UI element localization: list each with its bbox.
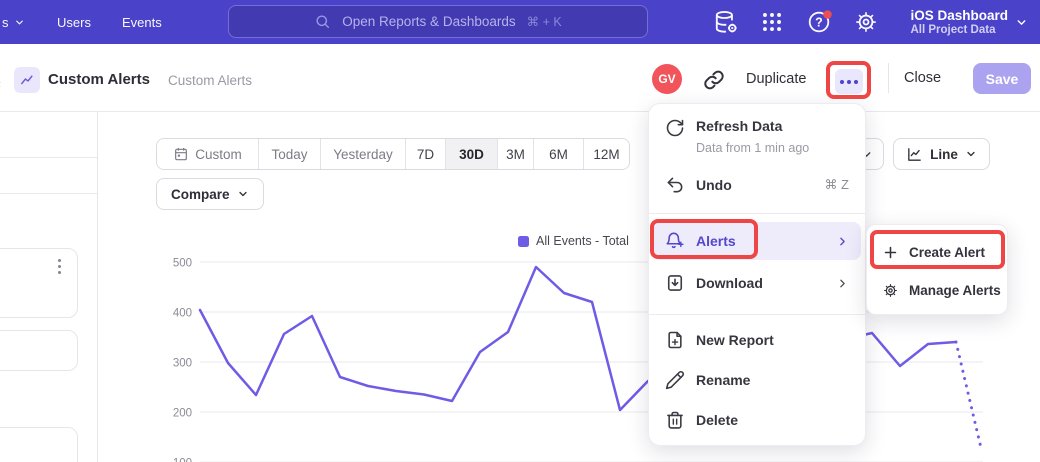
save-button[interactable]: Save (973, 63, 1031, 94)
chevron-right-icon (836, 277, 849, 290)
range-custom[interactable]: Custom (157, 139, 259, 169)
legend-swatch (518, 236, 529, 247)
duplicate-button[interactable]: Duplicate (746, 71, 806, 87)
menu-item-download[interactable]: Download (649, 264, 865, 302)
submenu-item-manage-alerts[interactable]: Manage Alerts (867, 275, 1007, 305)
left-rail (0, 112, 98, 462)
pencil-icon (665, 370, 685, 390)
search-icon (314, 13, 331, 30)
svg-text:200: 200 (173, 408, 192, 420)
menu-item-refresh-sublabel: Data from 1 min ago (696, 141, 809, 155)
alerts-submenu: Create Alert Manage Alerts (866, 224, 1008, 315)
project-switcher[interactable]: iOS Dashboard All Project Data (910, 3, 1028, 41)
legend-label: All Events - Total (536, 234, 629, 248)
plus-icon (882, 244, 899, 261)
page-title: Custom Alerts (48, 71, 150, 88)
submenu-item-create-alert[interactable]: Create Alert (867, 237, 1007, 267)
more-options-button[interactable] (835, 69, 863, 94)
nav-item-events[interactable]: Events (122, 0, 162, 44)
undo-shortcut: ⌘ Z (824, 177, 849, 193)
range-3m[interactable]: 3M (498, 139, 534, 169)
rail-divider (0, 193, 98, 194)
collapse-sidebar-icon[interactable]: ‹ (0, 77, 1, 91)
nav-item-truncated[interactable]: s (2, 0, 25, 44)
search-placeholder: Open Reports & Dashboards (342, 14, 515, 29)
context-menu: Refresh Data Data from 1 min ago Undo ⌘ … (648, 103, 866, 446)
project-scope: All Project Data (910, 24, 1008, 37)
search-shortcut: ⌘ + K (527, 14, 562, 29)
menu-item-rename[interactable]: Rename (649, 360, 865, 400)
chevron-down-icon (14, 17, 25, 28)
kebab-menu-icon[interactable] (58, 259, 61, 274)
project-name: iOS Dashboard (910, 8, 1008, 24)
svg-text:300: 300 (173, 358, 192, 370)
svg-text:100: 100 (173, 458, 192, 462)
apps-grid-icon[interactable] (759, 9, 785, 35)
rail-card[interactable] (0, 427, 78, 462)
svg-text:?: ? (815, 16, 823, 30)
chart-legend: All Events - Total (518, 234, 629, 248)
gear-icon (882, 282, 899, 299)
menu-divider (649, 314, 865, 315)
bell-plus-icon (665, 231, 685, 251)
close-button[interactable]: Close (904, 70, 941, 86)
download-icon (665, 273, 685, 293)
menu-item-new-report[interactable]: New Report (649, 320, 865, 360)
line-chart-icon (906, 146, 923, 163)
compare-button[interactable]: Compare (156, 178, 264, 210)
breadcrumb: Custom Alerts (168, 73, 252, 88)
share-link-icon[interactable] (702, 68, 726, 92)
help-icon[interactable]: ? (806, 8, 834, 36)
settings-gear-icon[interactable] (853, 9, 879, 35)
nav-item-users[interactable]: Users (57, 0, 91, 44)
report-type-icon (14, 67, 40, 93)
range-yesterday[interactable]: Yesterday (321, 139, 406, 169)
range-7d[interactable]: 7D (406, 139, 446, 169)
rail-card[interactable] (0, 248, 78, 318)
trash-icon (665, 410, 685, 430)
chevron-down-icon (965, 148, 977, 160)
range-today[interactable]: Today (259, 139, 321, 169)
top-navigation-bar: s Users Events Open Reports & Dashboards… (0, 0, 1040, 44)
file-plus-icon (665, 330, 685, 350)
rail-card[interactable] (0, 330, 78, 371)
rail-divider (0, 157, 98, 158)
range-12m[interactable]: 12M (584, 139, 629, 169)
range-30d-selected[interactable]: 30D (446, 139, 498, 169)
calendar-icon (173, 146, 189, 162)
menu-item-undo[interactable]: Undo ⌘ Z (649, 165, 865, 205)
svg-text:400: 400 (173, 308, 192, 320)
header-divider (888, 63, 889, 93)
avatar[interactable]: GV (652, 64, 682, 94)
menu-item-alerts[interactable]: Alerts (653, 222, 861, 260)
chevron-down-icon (1015, 16, 1028, 29)
data-management-icon[interactable] (713, 9, 739, 35)
menu-item-delete[interactable]: Delete (649, 400, 865, 440)
range-6m[interactable]: 6M (534, 139, 584, 169)
svg-text:500: 500 (173, 258, 192, 270)
menu-divider (649, 213, 865, 214)
notification-dot (823, 10, 832, 19)
date-range-selector: Custom Today Yesterday 7D 30D 3M 6M 12M (156, 138, 630, 170)
undo-icon (665, 175, 685, 195)
chevron-right-icon (836, 235, 849, 248)
chevron-down-icon (237, 188, 249, 200)
search-bar[interactable]: Open Reports & Dashboards ⌘ + K (228, 5, 648, 38)
refresh-icon (665, 118, 685, 138)
chart-type-button[interactable]: Line (893, 138, 990, 170)
report-header: ‹ Custom Alerts Custom Alerts GV Duplica… (0, 44, 1040, 112)
